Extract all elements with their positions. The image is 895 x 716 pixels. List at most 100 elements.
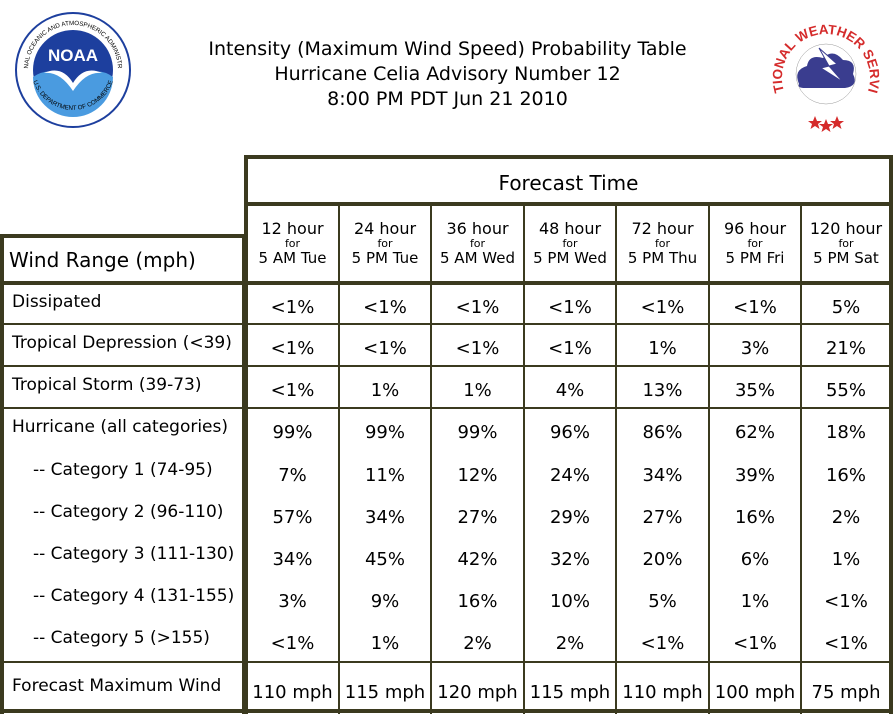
noaa-wordmark: NOAA: [48, 46, 98, 65]
table-cell: 99%: [364, 422, 405, 443]
column-header-time: 5 PM Wed: [533, 249, 607, 267]
column-header: 12 hour for 5 AM Tue: [246, 220, 339, 267]
table-cell: 1%: [370, 380, 400, 401]
table-cell: 1%: [463, 380, 492, 401]
table-cell: <1%: [733, 297, 777, 318]
table-cell: 2%: [555, 633, 585, 654]
column-header-hours: 72 hour: [631, 219, 694, 238]
row-label: Tropical Depression (<39): [12, 333, 232, 353]
table-cell: 12%: [457, 465, 498, 486]
column-header-hours: 12 hour: [261, 219, 324, 238]
row-label: -- Category 2 (96-110): [33, 502, 224, 522]
star-icon-1: [808, 116, 822, 129]
table-cell: <1%: [640, 633, 685, 654]
table-cell: 16%: [734, 507, 775, 528]
table-cell: 3%: [278, 591, 307, 612]
table-cell: <1%: [363, 297, 407, 318]
column-header-for: for: [747, 237, 763, 250]
table-cell: <1%: [824, 591, 868, 612]
column-header-for: for: [654, 237, 671, 250]
table-cell: <1%: [270, 633, 315, 654]
column-header-for: for: [284, 237, 301, 250]
star-icon-3: [830, 116, 844, 129]
title-line-1: Intensity (Maximum Wind Speed) Probabili…: [208, 38, 687, 60]
column-header-hours: 48 hour: [538, 219, 602, 238]
table-cell: <1%: [455, 338, 500, 359]
column-header-time: 5 AM Tue: [258, 249, 327, 267]
table-cell: 110 mph: [252, 682, 333, 703]
table-cell: 9%: [370, 591, 400, 612]
column-header: 36 hour for 5 AM Wed: [431, 220, 524, 267]
table-cell: 62%: [734, 422, 775, 443]
table-cell: 34%: [364, 507, 405, 528]
table-cell: 34%: [272, 549, 313, 570]
table-cell: 86%: [642, 422, 683, 443]
title-line-3: 8:00 PM PDT Jun 21 2010: [327, 88, 568, 110]
column-header: 24 hour for 5 PM Tue: [339, 220, 431, 267]
row-label: -- Category 3 (111-130): [33, 544, 235, 564]
row-label: -- Category 4 (131-155): [33, 586, 235, 606]
column-header: 48 hour for 5 PM Wed: [524, 220, 616, 267]
noaa-logo: NOAA NATIONAL OCEANIC AND ATMOSPHERIC AD…: [14, 11, 131, 128]
column-header-for: for: [562, 237, 578, 250]
table-cell: 21%: [825, 338, 866, 359]
table-cell: 115 mph: [529, 682, 611, 703]
table-cell: 75 mph: [811, 682, 881, 703]
title-line-2: Hurricane Celia Advisory Number 12: [274, 63, 621, 85]
table-cell: <1%: [270, 338, 315, 359]
table-cell: 99%: [272, 422, 313, 443]
table-cell: 110 mph: [622, 682, 703, 703]
table-cell: <1%: [824, 633, 868, 654]
table-cell: 115 mph: [344, 682, 426, 703]
table-cell: 27%: [457, 507, 498, 528]
table-cell: <1%: [270, 380, 315, 401]
column-header-hours: 24 hour: [353, 219, 417, 238]
table-cell: 20%: [642, 549, 683, 570]
column-header: 96 hour for 5 PM Fri: [709, 220, 801, 267]
column-header-hours: 120 hour: [809, 219, 883, 238]
table-cell: <1%: [640, 297, 685, 318]
column-header-time: 5 PM Sat: [813, 249, 879, 267]
table-cell: 24%: [549, 465, 590, 486]
table-cell: 100 mph: [714, 682, 796, 703]
column-header-time: 5 PM Fri: [725, 249, 785, 267]
column-header-time: 5 PM Tue: [351, 249, 419, 267]
column-header-time: 5 AM Wed: [440, 249, 515, 267]
table-cell: 1%: [370, 633, 400, 654]
table-cell: 4%: [555, 380, 585, 401]
table-cell: 29%: [549, 507, 590, 528]
table-cell: 7%: [278, 465, 307, 486]
table-cell: 96%: [549, 422, 590, 443]
page-title: Intensity (Maximum Wind Speed) Probabili…: [150, 37, 745, 112]
table-cell: 6%: [740, 549, 770, 570]
nws-logo: NATIONAL WEATHER SERVICE: [763, 8, 882, 132]
column-header-hours: 96 hour: [723, 219, 787, 238]
table-cell: 57%: [272, 507, 313, 528]
table-cell: 1%: [831, 549, 861, 570]
table-cell: 16%: [457, 591, 498, 612]
table-cell: 18%: [825, 422, 866, 443]
table-cell: 2%: [463, 633, 492, 654]
table-cell: <1%: [363, 338, 407, 359]
table-cell: 2%: [831, 507, 861, 528]
table-cell: 120 mph: [437, 682, 518, 703]
column-header-time: 5 PM Thu: [627, 249, 698, 267]
wind-range-header: Wind Range (mph): [9, 248, 196, 272]
table-cell: 5%: [831, 297, 861, 318]
row-label: Tropical Storm (39-73): [12, 375, 202, 395]
row-label: Dissipated: [12, 292, 102, 312]
table-cell: 27%: [642, 507, 683, 528]
star-icon-2: [819, 119, 833, 132]
table-cell: <1%: [548, 297, 592, 318]
table-cell: <1%: [548, 338, 592, 359]
table-cell: 45%: [364, 549, 405, 570]
table-cell: 16%: [825, 465, 866, 486]
row-label: Forecast Maximum Wind: [12, 676, 222, 696]
table-cell: 5%: [648, 591, 677, 612]
column-header: 120 hour for 5 PM Sat: [801, 220, 891, 267]
table-cell: <1%: [733, 633, 777, 654]
table-cell: 42%: [457, 549, 498, 570]
table-cell: 3%: [740, 338, 770, 359]
column-header-for: for: [377, 237, 393, 250]
